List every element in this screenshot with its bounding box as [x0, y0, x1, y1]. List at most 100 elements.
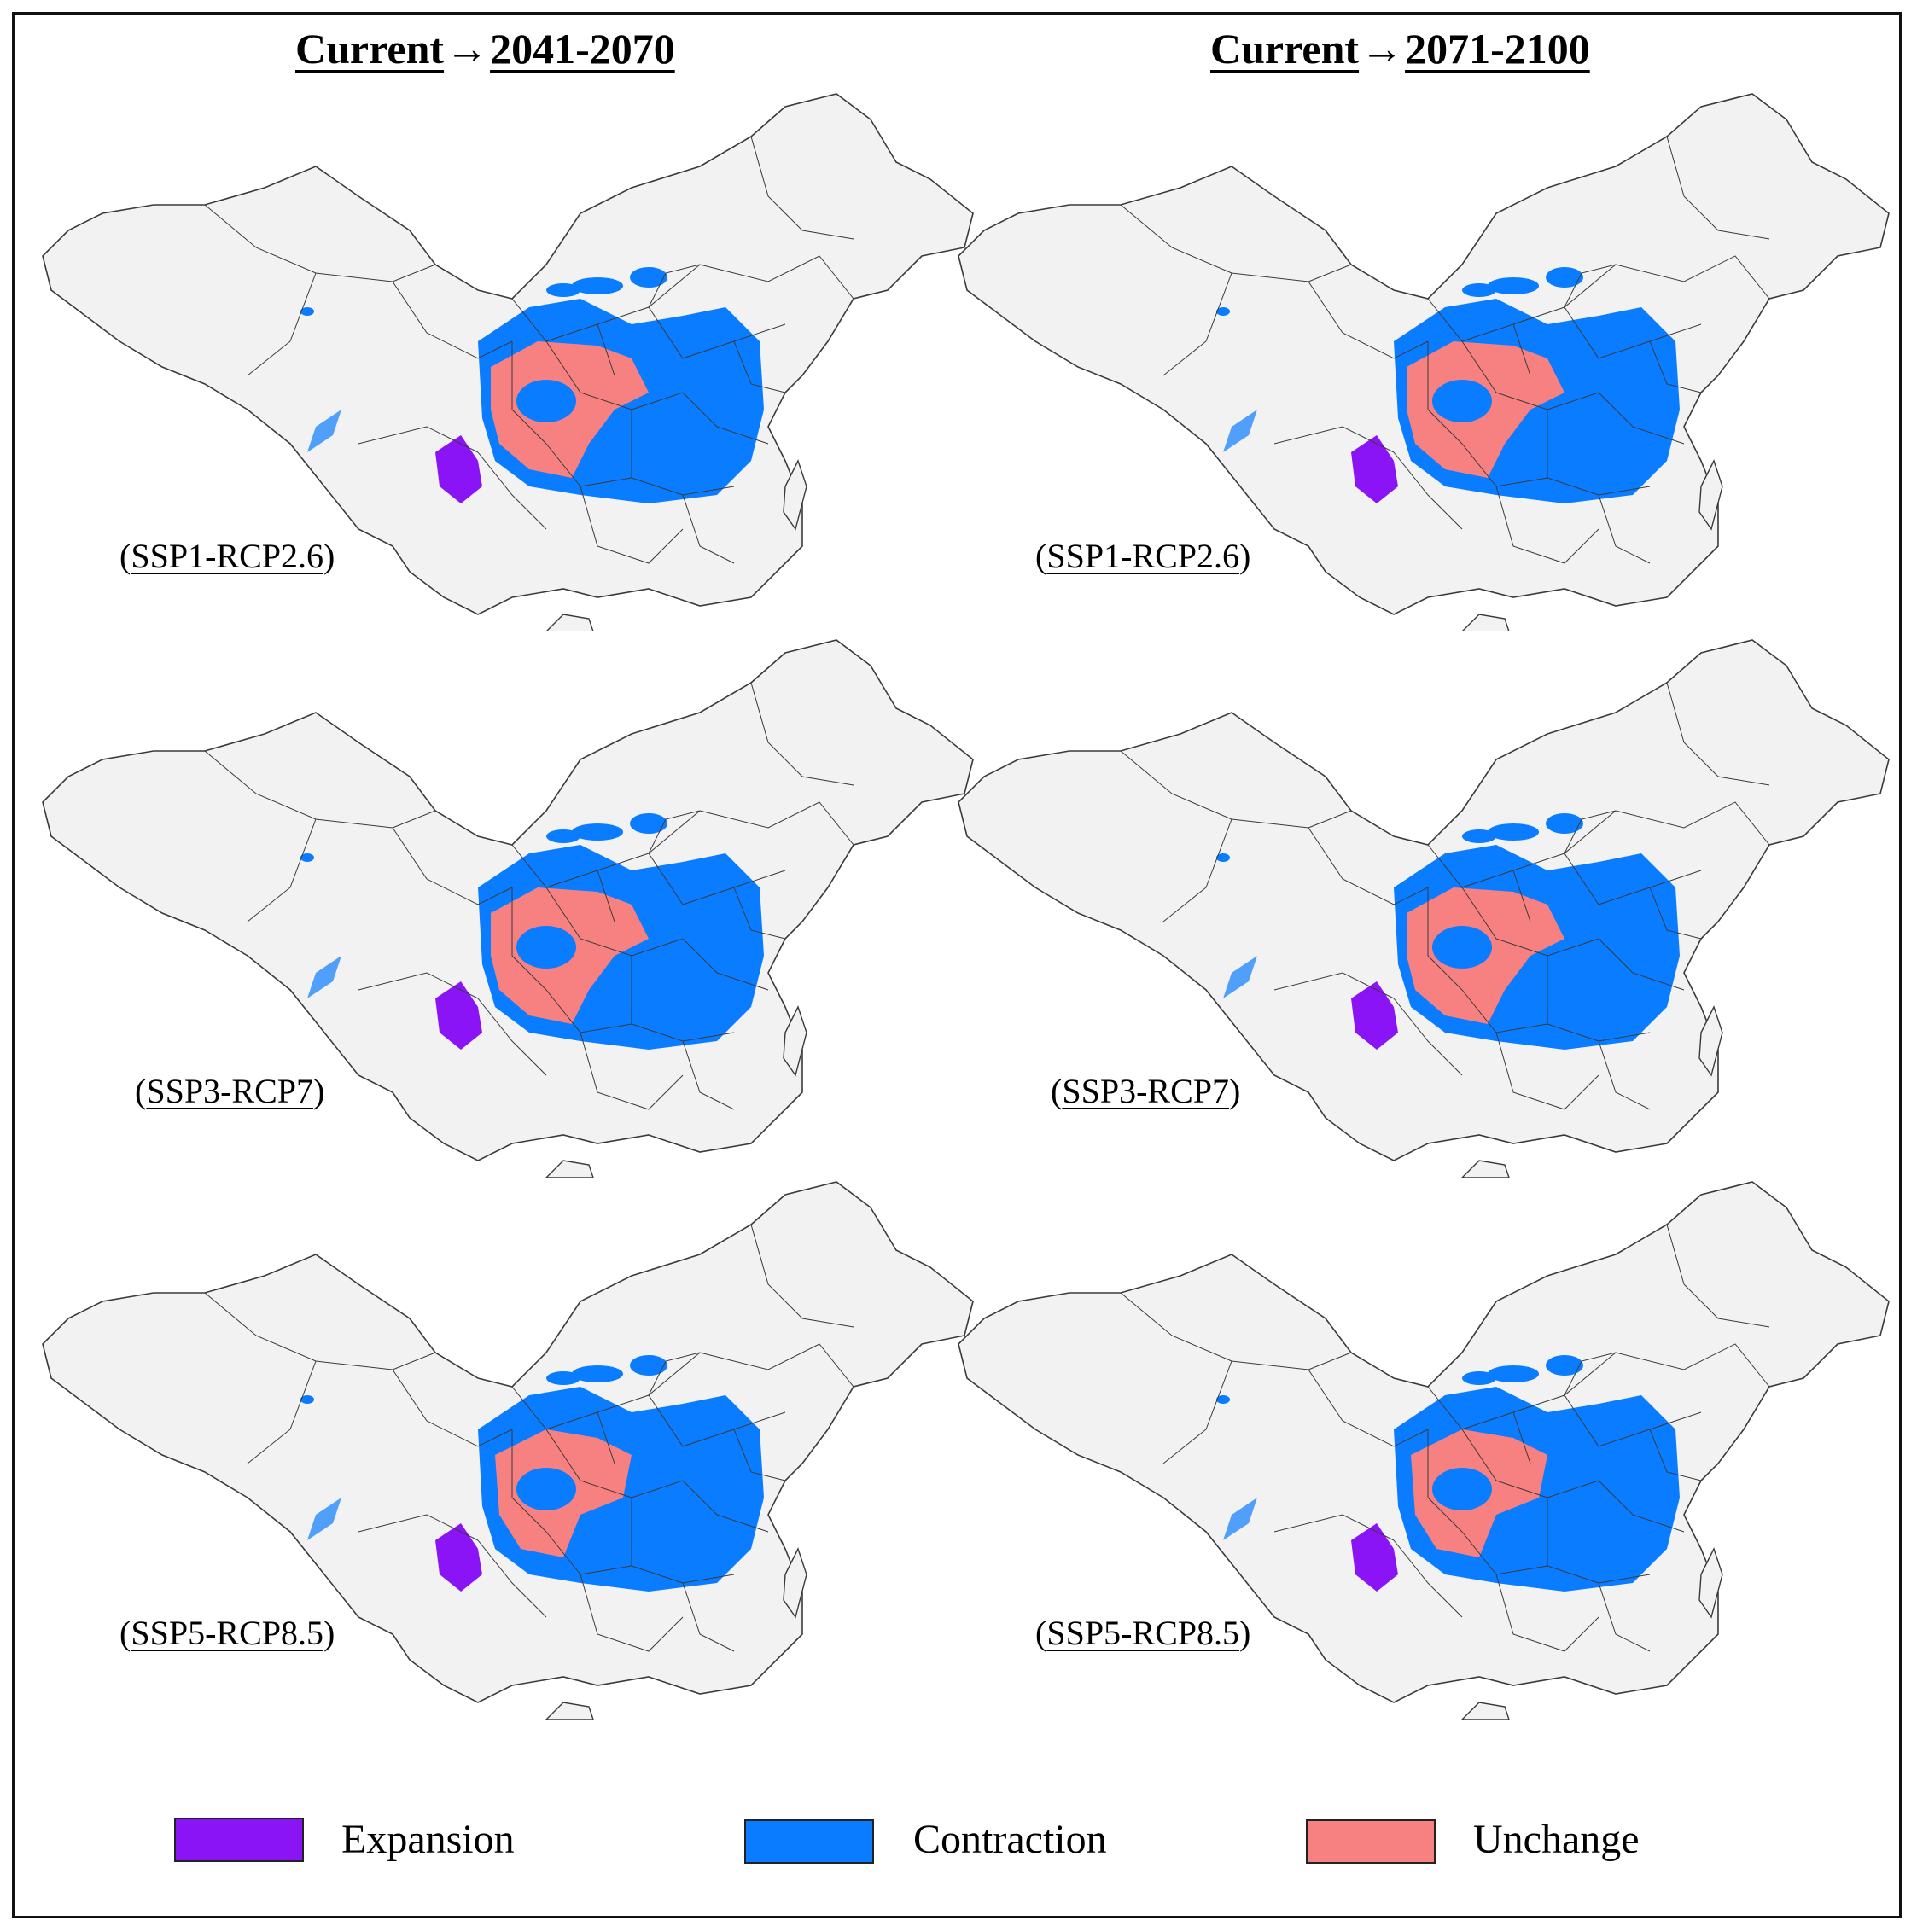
legend-swatch-contraction [744, 1819, 874, 1864]
contraction-patch [630, 813, 667, 834]
province-border [545, 340, 684, 410]
province-border [1308, 1369, 1429, 1447]
scenario-label: (SSP1-RCP2.6) [119, 537, 335, 575]
legend-swatch-unchange [1306, 1819, 1436, 1864]
china-map-svg [958, 639, 1890, 1178]
contraction-patch [1546, 267, 1583, 288]
province-border [1393, 998, 1463, 1076]
province-border [1564, 264, 1617, 308]
province-border [1615, 255, 1770, 300]
province-border [1120, 750, 1309, 829]
province-border [1461, 887, 1599, 957]
province-border [1495, 1574, 1599, 1652]
contraction-patch [1216, 1395, 1230, 1404]
province-border [1598, 938, 1685, 991]
taiwan-island [1698, 1005, 1723, 1077]
map-panel-ssp5-2041 [34, 1173, 990, 1720]
province-border [1162, 1360, 1232, 1464]
province-border [1308, 1352, 1352, 1370]
contraction-patch [1462, 829, 1496, 843]
province-border [1273, 972, 1395, 999]
province-border [631, 1498, 735, 1584]
province-border [648, 1352, 701, 1396]
map-panel-ssp3-2041 [34, 631, 990, 1178]
province-border [580, 486, 684, 564]
province-border [750, 682, 854, 786]
province-border [648, 1394, 786, 1447]
province-border [392, 1369, 513, 1447]
contraction-patch [516, 380, 576, 422]
province-border [477, 451, 547, 530]
legend-swatch-expansion [174, 1818, 304, 1862]
province-border [1120, 1292, 1309, 1370]
province-border [1120, 204, 1309, 282]
china-map-svg [42, 639, 974, 1178]
province-border [699, 255, 854, 300]
province-border [392, 1352, 436, 1370]
province-border [511, 1429, 547, 1533]
contraction-patch [1488, 823, 1539, 841]
province-border [1598, 494, 1651, 564]
expansion-area [1351, 1523, 1398, 1592]
province-border [1547, 956, 1651, 1042]
column-title-right: Current→2071-2100 [1210, 25, 1590, 73]
contraction-patch [1488, 1365, 1539, 1382]
province-border [1393, 451, 1463, 530]
province-border [597, 870, 615, 922]
expansion-area [435, 1523, 482, 1592]
taiwan-island [1698, 1547, 1723, 1619]
province-border [247, 818, 317, 922]
china-map-svg [958, 93, 1890, 631]
map-panel-ssp1-2041 [34, 85, 990, 631]
scenario-label: (SSP5-RCP8.5) [1035, 1614, 1251, 1652]
province-border [511, 887, 547, 991]
province-border [1273, 1514, 1395, 1541]
province-border [392, 264, 436, 282]
province-border [1495, 486, 1599, 564]
province-border [1598, 1582, 1651, 1652]
taiwan-island [783, 1547, 807, 1619]
province-border [1393, 1539, 1463, 1618]
china-map-svg [42, 93, 974, 631]
province-border [204, 750, 393, 829]
province-border [204, 204, 393, 282]
taiwan-island [783, 1005, 807, 1077]
province-border [682, 938, 769, 991]
china-map-svg [958, 1181, 1890, 1720]
province-border [699, 801, 854, 846]
province-border [1564, 1352, 1617, 1396]
province-border [1666, 136, 1770, 240]
province-border [1598, 392, 1685, 445]
province-border [1512, 870, 1531, 922]
province-border [1512, 323, 1531, 376]
contraction-patch [1223, 410, 1257, 452]
contraction-patch [300, 1395, 314, 1404]
province-border [1427, 341, 1463, 445]
province-border [1427, 1429, 1463, 1533]
contraction-patch [516, 926, 576, 969]
contraction-patch [546, 1371, 580, 1385]
province-border [648, 810, 701, 854]
contraction-patch [1488, 277, 1539, 294]
province-border [1512, 1411, 1531, 1464]
province-border [648, 306, 786, 359]
contraction-patch [307, 1498, 341, 1540]
province-border [247, 272, 317, 376]
province-border [545, 887, 684, 957]
province-border [750, 136, 854, 240]
province-border [699, 1343, 854, 1388]
hainan-island [545, 1702, 594, 1720]
province-border [204, 1292, 393, 1370]
china-map-svg [42, 1181, 974, 1720]
province-border [580, 1032, 684, 1110]
province-border [1564, 1394, 1702, 1447]
contraction-patch [307, 410, 341, 452]
contraction-patch [546, 283, 580, 297]
province-border [1615, 1343, 1770, 1388]
contraction-patch [1546, 1355, 1583, 1376]
province-border [392, 827, 513, 905]
province-border [631, 956, 735, 1042]
province-border [477, 1539, 547, 1618]
province-border [247, 1360, 317, 1464]
province-border [1547, 410, 1651, 496]
